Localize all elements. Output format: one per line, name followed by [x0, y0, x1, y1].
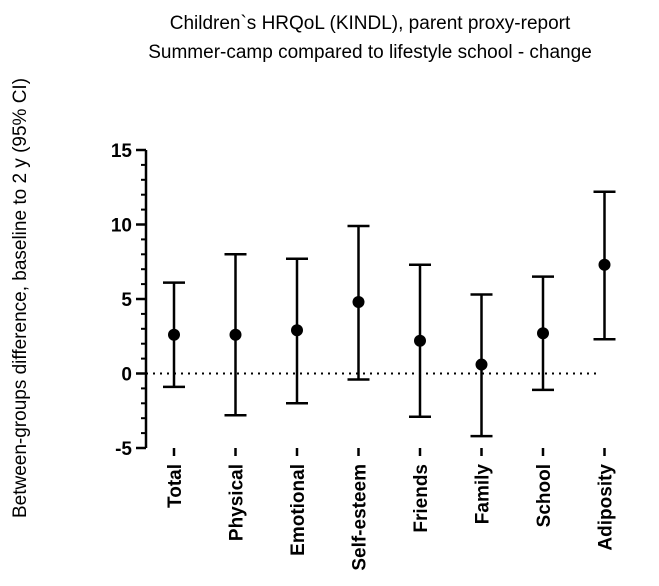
point-adiposity — [598, 258, 611, 271]
y-tick-label: 15 — [111, 141, 133, 162]
point-self-esteem — [352, 295, 365, 308]
x-tick-label-self-esteem: Self-esteem — [350, 464, 371, 571]
y-tick-label: 10 — [111, 216, 132, 237]
y-tick-label: 0 — [121, 365, 132, 386]
y-tick-label: -5 — [115, 439, 132, 460]
x-tick-label-school: School — [534, 464, 555, 527]
data-marks — [163, 190, 616, 438]
chart-subtitle: Summer-camp compared to lifestyle school… — [148, 42, 592, 63]
point-total — [168, 328, 180, 341]
axes: -5 0 5 10 15 Total Physical Emotional Self-estee… — [111, 141, 617, 571]
chart-title: Children`s HRQoL (KINDL), parent proxy-r… — [170, 13, 571, 34]
point-family — [475, 358, 488, 371]
point-friends — [414, 334, 426, 347]
y-tick-label: 5 — [121, 290, 132, 311]
x-tick-label-total: Total — [165, 464, 186, 508]
y-axis-label: Between-groups difference, baseline to 2… — [10, 78, 31, 518]
x-tick-label-family: Family — [473, 464, 494, 525]
x-tick-label-adiposity: Adiposity — [596, 464, 617, 551]
point-physical — [229, 328, 242, 341]
point-emotional — [291, 324, 303, 337]
x-tick-label-physical: Physical — [227, 464, 248, 541]
x-tick-label-emotional: Emotional — [288, 464, 309, 556]
point-school — [537, 327, 549, 340]
x-tick-label-friends: Friends — [411, 464, 432, 533]
